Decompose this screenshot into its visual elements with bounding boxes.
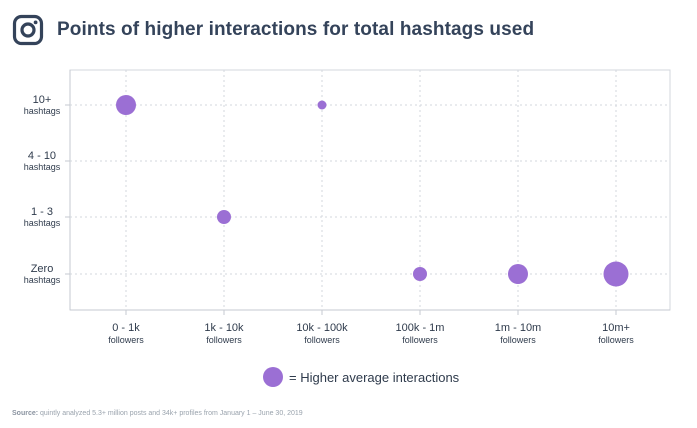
y-tick-sublabel: hashtags [24,162,61,172]
y-tick-sublabel: hashtags [24,275,61,285]
y-tick-sublabel: hashtags [24,218,61,228]
y-tick-label: 1 - 3 [31,206,53,218]
y-tick-label: 10+ [33,94,52,106]
chart-legend: = Higher average interactions [263,367,459,387]
legend-label: = Higher average interactions [289,369,460,385]
x-tick-sublabel: followers [304,335,340,345]
x-tick-label: 0 - 1k [112,322,140,334]
chart-header: Points of higher interactions for total … [12,12,534,48]
x-tick-label: 1m - 10m [495,322,541,334]
legend-marker [263,367,283,387]
x-tick-label: 10m+ [602,322,630,334]
x-tick-sublabel: followers [108,335,144,345]
data-point [217,210,231,224]
x-tick-label: 100k - 1m [396,322,445,334]
data-point [603,261,629,287]
x-tick-sublabel: followers [402,335,438,345]
data-point [508,264,528,284]
chart-title: Points of higher interactions for total … [57,19,535,40]
x-tick-sublabel: followers [206,335,242,345]
instagram-icon [12,14,44,46]
source-note: Source: quintly analyzed 5.3+ million po… [12,410,303,417]
data-point [317,100,327,110]
y-tick-label: 4 - 10 [28,150,56,162]
data-point [116,95,136,115]
y-tick-sublabel: hashtags [24,106,61,116]
x-tick-label: 1k - 10k [204,322,244,334]
source-text: quintly analyzed 5.3+ million posts and … [40,410,303,417]
data-point [413,267,427,281]
x-tick-label: 10k - 100k [296,322,348,334]
y-tick-label: Zero [31,263,54,275]
x-tick-sublabel: followers [598,335,634,345]
source-label: Source: [12,410,39,417]
x-tick-sublabel: followers [500,335,536,345]
